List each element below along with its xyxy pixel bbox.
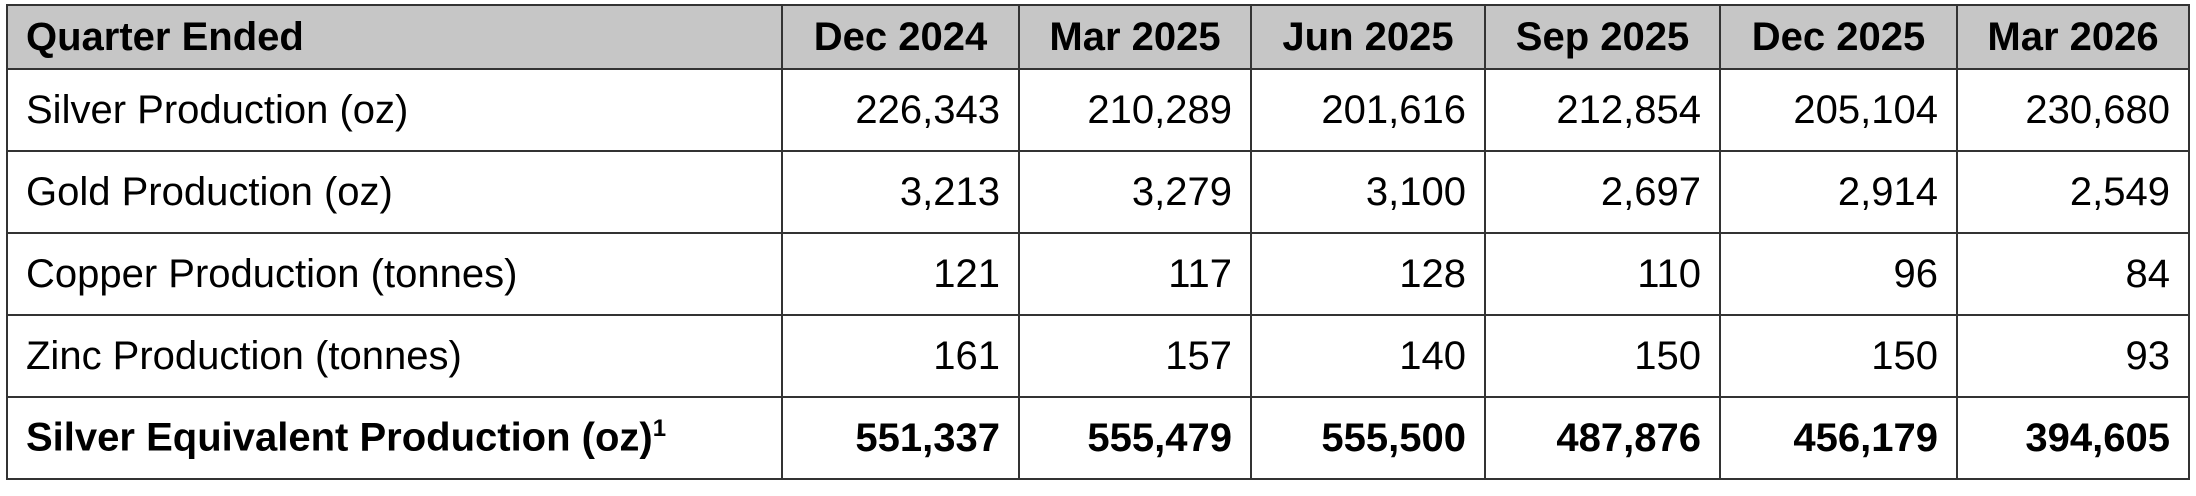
value-cell: 2,549 (1956, 150, 2190, 234)
header-cell: Mar 2025 (1018, 4, 1252, 70)
cell-value: 150 (1871, 333, 1938, 378)
header-cell: Dec 2025 (1719, 4, 1958, 70)
value-cell: 3,213 (781, 150, 1020, 234)
value-cell: 121 (781, 232, 1020, 316)
value-cell: 3,100 (1250, 150, 1486, 234)
header-cell: Dec 2024 (781, 4, 1020, 70)
cell-value: 84 (2125, 251, 2171, 296)
value-cell: 210,289 (1018, 68, 1252, 152)
cell-value: 555,479 (1087, 415, 1232, 460)
cell-value: 205,104 (1793, 87, 1938, 132)
cell-value: 201,616 (1321, 87, 1466, 132)
value-cell: 84 (1956, 232, 2190, 316)
value-cell: 487,876 (1484, 396, 1721, 480)
row-label: Silver Equivalent Production (oz)1 (6, 396, 783, 480)
cell-value: 2,549 (2069, 169, 2170, 214)
value-cell: 117 (1018, 232, 1252, 316)
cell-value: 551,337 (855, 415, 1000, 460)
value-cell: 226,343 (781, 68, 1020, 152)
value-cell: 212,854 (1484, 68, 1721, 152)
row-label: Zinc Production (tonnes) (6, 314, 783, 398)
value-cell: 551,337 (781, 396, 1020, 480)
cell-value: 150 (1634, 333, 1701, 378)
cell-value: 3,100 (1365, 169, 1466, 214)
value-cell: 2,697 (1484, 150, 1721, 234)
cell-value: 487,876 (1556, 415, 1701, 460)
cell-value: 555,500 (1321, 415, 1466, 460)
header-cell: Mar 2026 (1956, 4, 2190, 70)
cell-value: 3,213 (899, 169, 1000, 214)
value-cell: 161 (781, 314, 1020, 398)
cell-value: 2,697 (1600, 169, 1701, 214)
production-table: Quarter Ended Dec 2024 Mar 2025 Jun 2025 Sep… (6, 4, 2190, 480)
value-cell: 93 (1956, 314, 2190, 398)
table-row: Silver Equivalent Production (oz)1 551,33… (6, 396, 2190, 480)
header-cell: Jun 2025 (1250, 4, 1486, 70)
cell-value: 212,854 (1556, 87, 1701, 132)
footnote-mark: 1 (652, 415, 667, 443)
value-cell: 201,616 (1250, 68, 1486, 152)
cell-value: 226,343 (855, 87, 1000, 132)
table-row: Copper Production (tonnes) 121 117 128 110 96… (6, 232, 2190, 316)
row-label-text: Gold Production (oz) (26, 169, 393, 214)
value-cell: 128 (1250, 232, 1486, 316)
value-cell: 394,605 (1956, 396, 2190, 480)
row-label-text: Copper Production (tonnes) (26, 251, 518, 296)
row-label-text: Silver Production (oz) (26, 87, 409, 132)
header-row: Quarter Ended Dec 2024 Mar 2025 Jun 2025 Sep… (6, 4, 2190, 70)
value-cell: 555,479 (1018, 396, 1252, 480)
cell-value: 230,680 (2025, 87, 2170, 132)
row-label: Gold Production (oz) (6, 150, 783, 234)
table-row: Gold Production (oz) 3,213 3,279 3,100 2,697… (6, 150, 2190, 234)
cell-value: 3,279 (1131, 169, 1232, 214)
cell-value: 157 (1165, 333, 1232, 378)
value-cell: 140 (1250, 314, 1486, 398)
cell-value: 140 (1399, 333, 1466, 378)
cell-value: 394,605 (2025, 415, 2170, 460)
header-cell: Sep 2025 (1484, 4, 1721, 70)
value-cell: 157 (1018, 314, 1252, 398)
row-label-text: Zinc Production (tonnes) (26, 333, 462, 378)
value-cell: 2,914 (1719, 150, 1958, 234)
cell-value: 161 (933, 333, 1000, 378)
value-cell: 110 (1484, 232, 1721, 316)
value-cell: 150 (1719, 314, 1958, 398)
cell-value: 2,914 (1837, 169, 1938, 214)
table-row: Zinc Production (tonnes) 161 157 140 150 150 9… (6, 314, 2190, 398)
value-cell: 3,279 (1018, 150, 1252, 234)
cell-value: 456,179 (1793, 415, 1938, 460)
cell-value: 210,289 (1087, 87, 1232, 132)
cell-value: 117 (1168, 251, 1232, 296)
cell-value: 110 (1637, 251, 1701, 296)
value-cell: 456,179 (1719, 396, 1958, 480)
value-cell: 555,500 (1250, 396, 1486, 480)
value-cell: 96 (1719, 232, 1958, 316)
cell-value: 121 (933, 251, 1000, 296)
row-label: Silver Production (oz) (6, 68, 783, 152)
table-body: Silver Production (oz) 226,343 210,289 201,… (6, 68, 2190, 480)
value-cell: 150 (1484, 314, 1721, 398)
header-cell: Quarter Ended (6, 4, 783, 70)
cell-value: 93 (2125, 333, 2171, 378)
row-label: Copper Production (tonnes) (6, 232, 783, 316)
value-cell: 230,680 (1956, 68, 2190, 152)
value-cell: 205,104 (1719, 68, 1958, 152)
table-row: Silver Production (oz) 226,343 210,289 201,… (6, 68, 2190, 152)
cell-value: 96 (1893, 251, 1939, 296)
cell-value: 128 (1399, 251, 1466, 296)
row-label-text: Silver Equivalent Production (oz) (26, 415, 653, 460)
